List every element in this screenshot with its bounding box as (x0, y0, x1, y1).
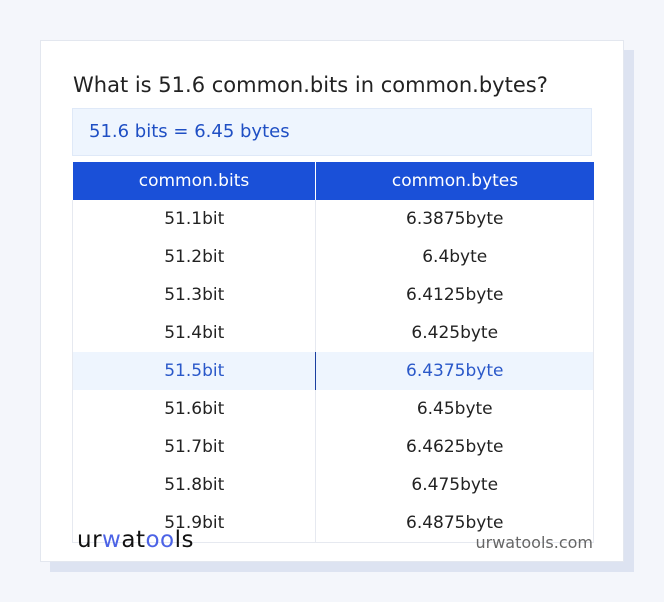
column-header-bytes: common.bytes (315, 162, 594, 200)
bits-cell: 51.5bit (71, 352, 317, 390)
column-header-bits: common.bits (72, 162, 317, 200)
bytes-cell: 6.425byte (315, 314, 594, 352)
page-title: What is 51.6 common.bits in common.bytes… (73, 73, 548, 97)
bits-cell: 51.1bit (71, 200, 317, 238)
bytes-cell: 6.4375byte (315, 352, 594, 390)
bytes-cell: 6.45byte (315, 390, 594, 428)
table-row: 51.4bit 6.425byte (71, 314, 594, 352)
urwatools-logo[interactable]: urwatools (77, 527, 195, 553)
bits-cell: 51.3bit (71, 276, 317, 314)
site-link[interactable]: urwatools.com (475, 533, 594, 552)
table-row: 51.1bit 6.3875byte (71, 200, 594, 238)
bytes-cell: 6.4875byte (315, 504, 594, 543)
table-row: 51.8bit 6.475byte (71, 466, 594, 504)
table-row: 51.6bit 6.45byte (71, 390, 594, 428)
bits-cell: 51.6bit (71, 390, 317, 428)
bits-cell: 51.2bit (71, 238, 317, 276)
converter-card: What is 51.6 common.bits in common.bytes… (40, 40, 624, 562)
bits-cell: 51.4bit (71, 314, 317, 352)
table-row: 51.2bit 6.4byte (71, 238, 594, 276)
table-row: 51.7bit 6.4625byte (71, 428, 594, 466)
conversion-table: common.bits common.bytes 51.1bit 6.3875by… (71, 162, 594, 543)
table-row: 51.9bit 6.4875byte (71, 504, 594, 543)
conversion-result: 51.6 bits = 6.45 bytes (72, 108, 592, 156)
bits-cell: 51.8bit (71, 466, 317, 504)
bytes-cell: 6.475byte (315, 466, 594, 504)
table-row: 51.5bit 6.4375byte (71, 352, 594, 390)
bytes-cell: 6.3875byte (315, 200, 594, 238)
table-row: 51.3bit 6.4125byte (71, 276, 594, 314)
bits-cell: 51.9bit (71, 504, 317, 543)
bytes-cell: 6.4125byte (315, 276, 594, 314)
bits-cell: 51.7bit (71, 428, 317, 466)
bytes-cell: 6.4byte (315, 238, 594, 276)
bytes-cell: 6.4625byte (315, 428, 594, 466)
